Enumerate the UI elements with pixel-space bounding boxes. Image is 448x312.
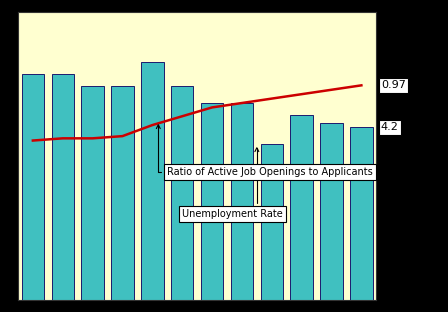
Text: Unemployment Rate: Unemployment Rate bbox=[182, 148, 283, 219]
Bar bbox=[290, 115, 313, 300]
Text: Ratio of Active Job Openings to Applicants: Ratio of Active Job Openings to Applican… bbox=[156, 125, 373, 177]
Bar bbox=[261, 144, 283, 300]
Bar bbox=[52, 74, 74, 300]
Bar bbox=[320, 123, 343, 300]
Text: 4.2: 4.2 bbox=[381, 122, 399, 132]
Bar bbox=[201, 103, 223, 300]
Text: 0.97: 0.97 bbox=[381, 80, 406, 90]
Bar bbox=[350, 127, 373, 300]
Bar bbox=[171, 86, 194, 300]
Bar bbox=[141, 62, 164, 300]
Bar bbox=[231, 103, 253, 300]
Bar bbox=[82, 86, 104, 300]
Bar bbox=[22, 74, 44, 300]
Bar bbox=[111, 86, 134, 300]
